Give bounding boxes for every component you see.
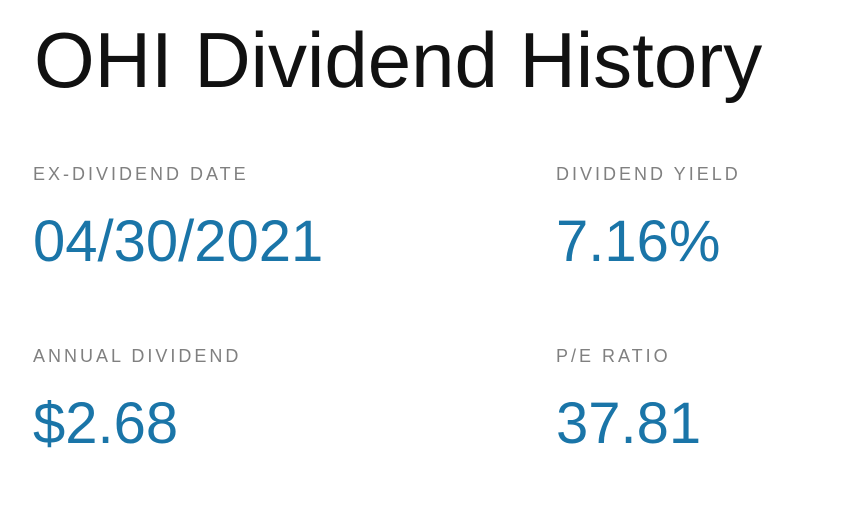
pe-ratio-value: 37.81	[556, 391, 702, 456]
ex-dividend-date-label: EX-DIVIDEND DATE	[33, 164, 249, 184]
ex-dividend-date-stat: EX-DIVIDEND DATE 04/30/2021	[33, 164, 323, 274]
ex-dividend-date-value: 04/30/2021	[33, 209, 324, 274]
annual-dividend-label: ANNUAL DIVIDEND	[33, 346, 242, 366]
annual-dividend-value: $2.68	[33, 391, 179, 456]
pe-ratio-stat: P/E RATIO 37.81	[556, 346, 701, 456]
annual-dividend-stat: ANNUAL DIVIDEND $2.68	[33, 346, 241, 456]
page-title: OHI Dividend History	[34, 16, 763, 104]
dividend-yield-stat: DIVIDEND YIELD 7.16%	[556, 164, 741, 274]
dividend-yield-value: 7.16%	[556, 209, 721, 274]
dividend-yield-label: DIVIDEND YIELD	[556, 164, 741, 184]
pe-ratio-label: P/E RATIO	[556, 346, 671, 366]
